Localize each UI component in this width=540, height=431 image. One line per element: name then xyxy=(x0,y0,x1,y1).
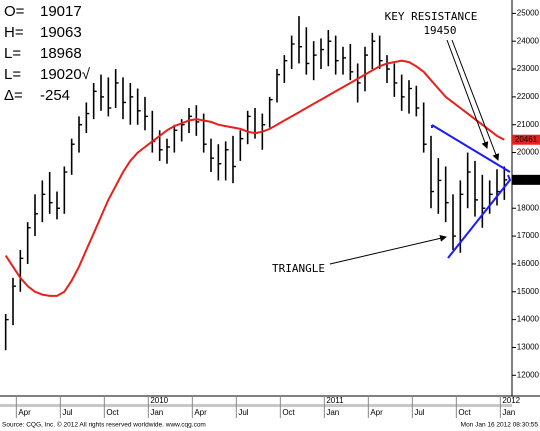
y-tick-label: 22000 xyxy=(517,92,540,101)
x-tick-label: Oct xyxy=(106,408,119,417)
info-value: 19063 xyxy=(40,24,82,41)
info-value: 19017 xyxy=(40,3,82,20)
y-tick-label: 15000 xyxy=(517,287,540,296)
y-tick-label: 13000 xyxy=(517,343,540,352)
arrow xyxy=(446,39,489,149)
info-label: L= xyxy=(4,66,21,83)
y-tick-label: 21000 xyxy=(517,120,540,129)
price-box-label: 20461 xyxy=(515,135,538,144)
y-tick-label: 24000 xyxy=(517,36,540,45)
info-value: 19020√ xyxy=(40,66,91,83)
info-box: O= 19017 H= 19063 L= 18968 L= 19020√ Δ= -254 xyxy=(4,3,91,104)
source: Source: CQG, Inc. © 2012 All rights rese… xyxy=(2,421,206,429)
info-value: 18968 xyxy=(40,45,82,62)
x-tick-label: Oct xyxy=(458,408,471,417)
x-tick-label: Jul xyxy=(62,408,72,417)
year-label: 2010 xyxy=(150,396,168,405)
timestamp: Mon Jan 16 2012 08:30:55 xyxy=(461,422,539,429)
x-tick-label: Jul xyxy=(238,408,248,417)
x-tick-label: Jul xyxy=(414,408,424,417)
y-tick-label: 18000 xyxy=(517,203,540,212)
triangle-upper xyxy=(431,124,511,173)
info-label: O= xyxy=(4,3,25,20)
x-tick-label: Jan xyxy=(150,408,163,417)
arrow xyxy=(329,234,447,265)
annotation: 19450 xyxy=(423,24,456,37)
arrow xyxy=(451,39,500,161)
price-box xyxy=(512,134,540,145)
moving-average xyxy=(4,59,505,297)
triangle-lower xyxy=(447,174,512,259)
year-label: 2012 xyxy=(502,396,520,405)
price-box-label: 19020 xyxy=(515,175,538,184)
price-box xyxy=(512,174,540,185)
y-tick-label: 23000 xyxy=(517,64,540,73)
y-tick-label: 14000 xyxy=(517,315,540,324)
x-tick-label: Oct xyxy=(282,408,295,417)
info-label: L= xyxy=(4,45,21,62)
y-tick-label: 25000 xyxy=(517,8,540,17)
y-tick-label: 16000 xyxy=(517,259,540,268)
annotation: KEY RESISTANCE xyxy=(385,10,478,23)
plot-area xyxy=(4,16,508,351)
info-value: -254 xyxy=(40,87,70,104)
year-label: 2011 xyxy=(326,396,344,405)
time-strip xyxy=(0,404,512,407)
x-tick-label: Jan xyxy=(502,408,515,417)
x-tick-label: Apr xyxy=(18,408,31,417)
info-label: H= xyxy=(4,24,24,41)
x-tick-label: Apr xyxy=(370,408,383,417)
annotation: TRIANGLE xyxy=(272,262,325,275)
x-tick-label: Apr xyxy=(194,408,207,417)
x-tick-label: Jan xyxy=(326,408,339,417)
y-tick-label: 20000 xyxy=(517,148,540,157)
y-tick-label: 17000 xyxy=(517,231,540,240)
y-tick-label: 12000 xyxy=(517,370,540,379)
info-label: Δ= xyxy=(4,87,23,104)
